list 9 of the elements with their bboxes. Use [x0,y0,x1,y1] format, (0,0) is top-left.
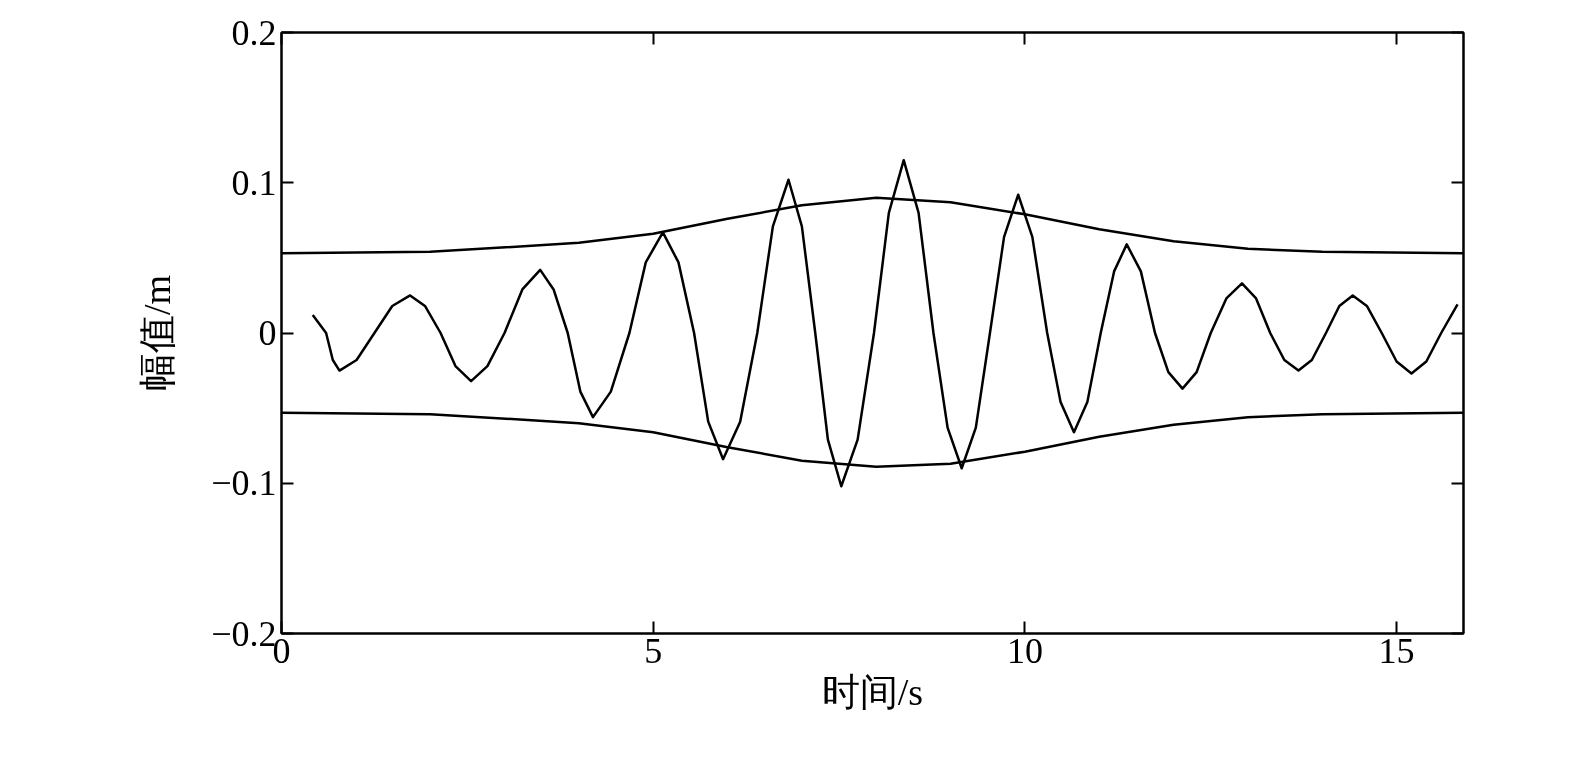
x-tick-label: 15 [1378,630,1415,671]
x-axis-title: 时间/s [821,670,924,713]
x-tick-label: 10 [1006,630,1043,671]
y-axis-title: 幅值/m [136,274,179,392]
y-tick-label: −0.1 [211,463,277,504]
x-tick-label: 5 [644,630,663,671]
y-tick-label: 0.1 [231,162,277,203]
y-tick-label: 0.2 [231,12,277,53]
y-tick-label: 0 [258,313,277,353]
